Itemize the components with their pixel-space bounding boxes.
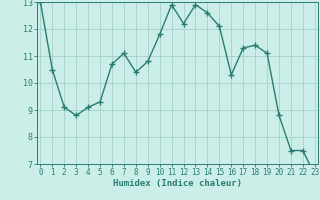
X-axis label: Humidex (Indice chaleur): Humidex (Indice chaleur) [113,179,242,188]
